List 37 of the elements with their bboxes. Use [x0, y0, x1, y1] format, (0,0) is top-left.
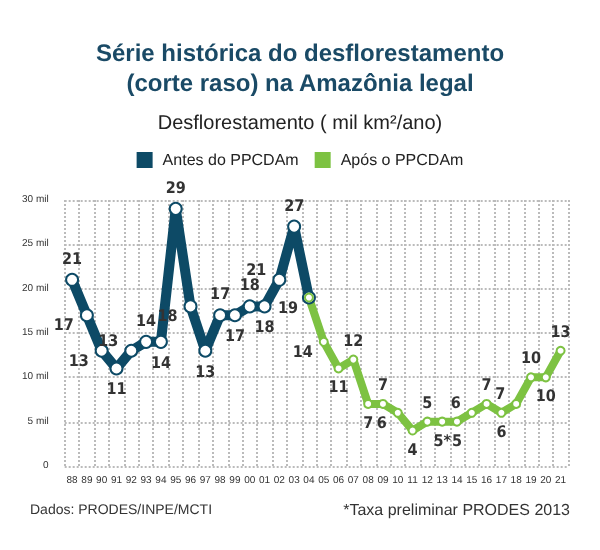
data-label: 7	[363, 413, 374, 432]
legend-label: Após o PPCDAm	[340, 151, 465, 169]
data-label: 14	[136, 311, 157, 330]
data-label: 7	[495, 384, 506, 403]
data-label: 7	[481, 375, 492, 394]
data-label: 14	[292, 342, 313, 361]
data-label: 6	[376, 413, 387, 432]
data-label: 18	[239, 276, 260, 295]
data-label: 12	[343, 331, 364, 350]
data-label: 13	[68, 351, 89, 370]
data-label: 6	[450, 393, 461, 412]
data-label: 21	[246, 260, 267, 279]
data-label: 5*	[433, 431, 452, 450]
data-label: 19	[277, 298, 298, 317]
data-label: 10	[520, 349, 542, 368]
data-label: 4	[407, 440, 418, 459]
data-label: 17	[224, 327, 245, 346]
data-label: 5	[451, 431, 462, 450]
data-label: 29	[165, 178, 186, 197]
legend-label: Antes do PPCDAm	[162, 151, 300, 169]
text: *Taxa preliminar PRODES 2013	[343, 501, 572, 519]
chart-subtitle: Desflorestamento ( mil km²/ano)	[157, 113, 443, 135]
data-label: 10	[535, 387, 556, 406]
chart-title: Série histórica do desflorestamento (corte raso) na Amazônia legal	[95, 39, 505, 97]
data-label: 18	[254, 318, 275, 337]
data-label: 6	[496, 422, 507, 441]
data-label: 11	[328, 378, 349, 397]
data-label: 27	[284, 196, 305, 215]
data-label: 7	[377, 375, 388, 394]
data-label: 14	[150, 353, 171, 372]
data-label: 21	[62, 249, 83, 268]
data-label: 17	[210, 285, 231, 304]
data-label: 17	[53, 316, 74, 335]
data-label: 13	[550, 322, 571, 341]
data-label: 11	[106, 380, 127, 399]
data-label: 13	[195, 362, 216, 381]
data-label: 5	[422, 393, 433, 412]
